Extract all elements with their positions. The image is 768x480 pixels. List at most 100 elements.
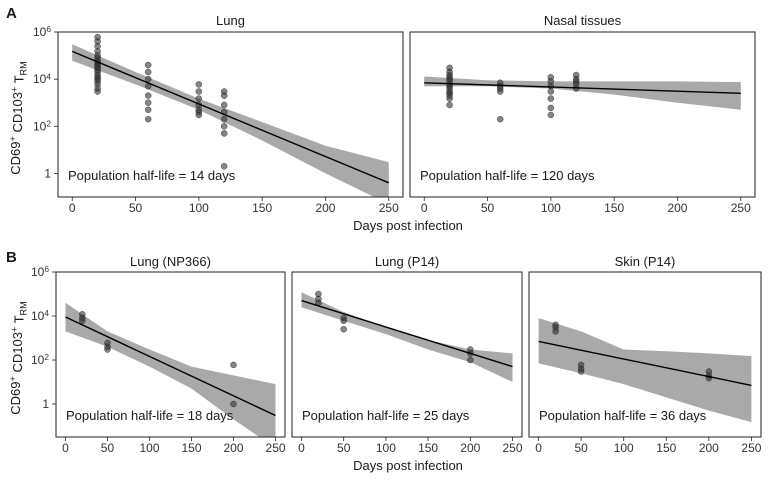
regression-line bbox=[538, 340, 752, 387]
panel-border bbox=[291, 271, 523, 438]
data-point bbox=[220, 123, 228, 130]
data-point bbox=[467, 356, 474, 364]
data-point bbox=[195, 81, 203, 88]
data-point bbox=[195, 88, 203, 95]
x-tick-label: 250 bbox=[741, 441, 761, 455]
regression-line bbox=[71, 50, 390, 184]
half-life-annotation: Population half-life = 120 days bbox=[420, 168, 595, 183]
regression-line bbox=[424, 82, 741, 94]
regression-line bbox=[65, 316, 276, 417]
x-tick-label: 50 bbox=[481, 201, 495, 215]
x-tick-label: 50 bbox=[101, 441, 115, 455]
x-tick-label: 100 bbox=[376, 441, 396, 455]
x-tick-label: 250 bbox=[502, 441, 522, 455]
x-tick-label: 50 bbox=[574, 441, 588, 455]
x-tick-label: 100 bbox=[189, 201, 209, 215]
half-life-annotation: Population half-life = 25 days bbox=[302, 408, 470, 423]
facet-title: Skin (P14) bbox=[615, 254, 676, 269]
data-point bbox=[446, 95, 453, 102]
data-point bbox=[547, 88, 554, 95]
x-tick-label: 150 bbox=[604, 201, 624, 215]
x-tick-label: 0 bbox=[62, 441, 69, 455]
data-point bbox=[220, 92, 228, 99]
data-point bbox=[144, 106, 152, 114]
facet-title: Lung bbox=[216, 13, 245, 28]
panel-border bbox=[57, 31, 404, 198]
x-tick-label: 0 bbox=[421, 201, 428, 215]
data-point bbox=[144, 68, 152, 76]
data-point bbox=[547, 82, 554, 90]
data-point bbox=[94, 88, 101, 95]
x-tick-label: 100 bbox=[541, 201, 561, 215]
data-point bbox=[220, 130, 228, 137]
x-tick-label: 100 bbox=[139, 441, 159, 455]
data-point bbox=[547, 111, 554, 119]
y-tick-label: 104 bbox=[33, 71, 51, 86]
facet-panel-skin-p14-: Skin (P14) Population half-life = 36 days… bbox=[528, 254, 762, 455]
x-tick-label: 200 bbox=[667, 201, 687, 215]
data-point bbox=[144, 75, 152, 83]
x-tick-label: 0 bbox=[535, 441, 542, 455]
x-tick-label: 250 bbox=[266, 441, 286, 455]
facet-panel-lung-np366-: Lung (NP366) Population half-life = 18 da… bbox=[31, 254, 286, 455]
half-life-annotation: Population half-life = 36 days bbox=[539, 408, 707, 423]
data-point bbox=[144, 92, 152, 99]
x-tick-label: 250 bbox=[379, 201, 399, 215]
regression-line bbox=[301, 299, 513, 368]
plot-area bbox=[424, 64, 741, 123]
facet-title: Lung (NP366) bbox=[130, 254, 211, 269]
plot-area bbox=[538, 318, 752, 423]
plot-area bbox=[301, 290, 513, 382]
y-tick-label: 102 bbox=[33, 119, 51, 134]
data-point bbox=[552, 328, 559, 335]
x-axis-label: Days post infection bbox=[353, 218, 463, 233]
x-tick-label: 50 bbox=[337, 441, 351, 455]
data-point bbox=[230, 400, 237, 408]
facet-panel-nasal-tissues: Nasal tissues Population half-life = 120 … bbox=[409, 13, 756, 215]
confidence-band bbox=[538, 318, 752, 423]
y-axis-label: CD69+ CD103+ TRM bbox=[8, 61, 29, 174]
confidence-band bbox=[65, 302, 276, 437]
data-point bbox=[230, 361, 237, 369]
confidence-band bbox=[72, 44, 389, 197]
x-tick-label: 150 bbox=[418, 441, 438, 455]
half-life-annotation: Population half-life = 18 days bbox=[66, 408, 234, 423]
x-tick-label: 100 bbox=[614, 441, 634, 455]
x-tick-label: 200 bbox=[315, 201, 335, 215]
x-tick-label: 150 bbox=[656, 441, 676, 455]
y-tick-label: 104 bbox=[31, 308, 49, 323]
data-point bbox=[195, 111, 203, 119]
data-point bbox=[340, 326, 347, 333]
panel-border bbox=[409, 31, 756, 198]
x-tick-label: 200 bbox=[224, 441, 244, 455]
data-point bbox=[220, 163, 228, 170]
data-point bbox=[547, 95, 554, 102]
data-point bbox=[577, 368, 585, 375]
confidence-band bbox=[424, 76, 741, 110]
data-point bbox=[144, 61, 152, 69]
data-point bbox=[79, 317, 86, 325]
y-tick-label: 1 bbox=[42, 397, 49, 411]
panel-border bbox=[528, 271, 762, 438]
panel-letter-A: A bbox=[6, 5, 17, 22]
confidence-band bbox=[301, 292, 513, 382]
facet-panel-lung: Lung Population half-life = 14 days 0 50 100… bbox=[33, 13, 404, 215]
data-point bbox=[144, 115, 152, 123]
plot-area bbox=[71, 34, 390, 197]
x-tick-label: 150 bbox=[181, 441, 201, 455]
data-point bbox=[144, 99, 152, 106]
x-tick-label: 200 bbox=[699, 441, 719, 455]
data-point bbox=[195, 95, 203, 102]
x-tick-label: 150 bbox=[252, 201, 272, 215]
panel-border bbox=[55, 271, 286, 438]
data-point bbox=[104, 346, 111, 353]
y-tick-label: 106 bbox=[31, 264, 49, 279]
x-tick-label: 200 bbox=[460, 441, 480, 455]
y-axis-label: CD69+ CD103+ TRM bbox=[8, 301, 29, 414]
y-tick-label: 102 bbox=[31, 352, 49, 367]
y-tick-label: 1 bbox=[44, 166, 51, 180]
facet-title: Nasal tissues bbox=[544, 13, 622, 28]
x-tick-label: 0 bbox=[298, 441, 305, 455]
y-tick-label: 106 bbox=[33, 24, 51, 39]
